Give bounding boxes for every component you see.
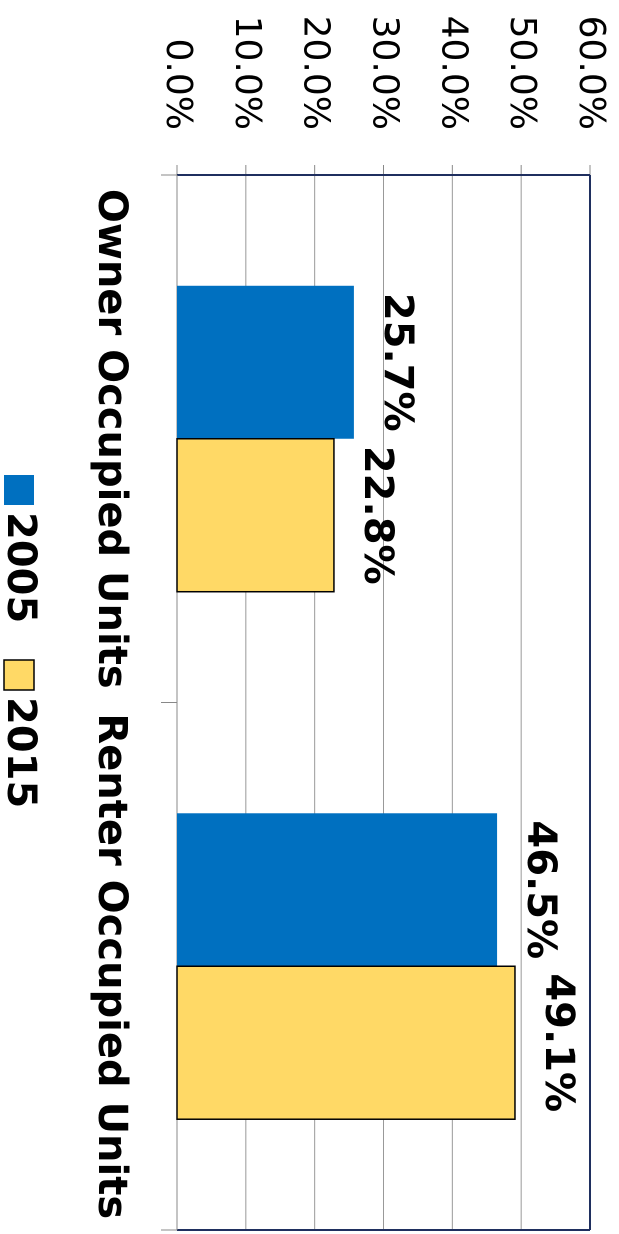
data-label: 22.8%: [355, 446, 401, 585]
y-tick-label: 20.0%: [296, 16, 337, 130]
rotated-chart: 0.0% 10.0% 20.0% 30.0% 40.0% 50.0% 60.0% Owner …: [0, 16, 612, 1231]
y-tick-label: 10.0%: [227, 16, 268, 130]
data-label: 46.5%: [518, 820, 564, 959]
y-tick-label: 40.0%: [433, 16, 474, 130]
data-label: 25.7%: [375, 293, 421, 432]
y-tick-label: 30.0%: [365, 16, 406, 130]
y-tick-label: 0.0%: [158, 39, 199, 130]
bar: [176, 813, 498, 967]
x-tick-label: Owner Occupied Units: [89, 189, 135, 689]
legend-swatch: [3, 659, 35, 691]
legend-swatch: [4, 475, 34, 505]
legend-label: 2015: [0, 697, 44, 808]
data-label: 49.1%: [536, 973, 582, 1112]
bar: [176, 438, 335, 593]
y-tick-label: 50.0%: [502, 16, 543, 130]
legend-label: 2005: [0, 512, 44, 623]
x-tick-label: Renter Occupied Units: [89, 713, 135, 1219]
bar: [176, 965, 516, 1120]
y-tick-label: 60.0%: [571, 16, 612, 130]
bar: [177, 285, 354, 439]
